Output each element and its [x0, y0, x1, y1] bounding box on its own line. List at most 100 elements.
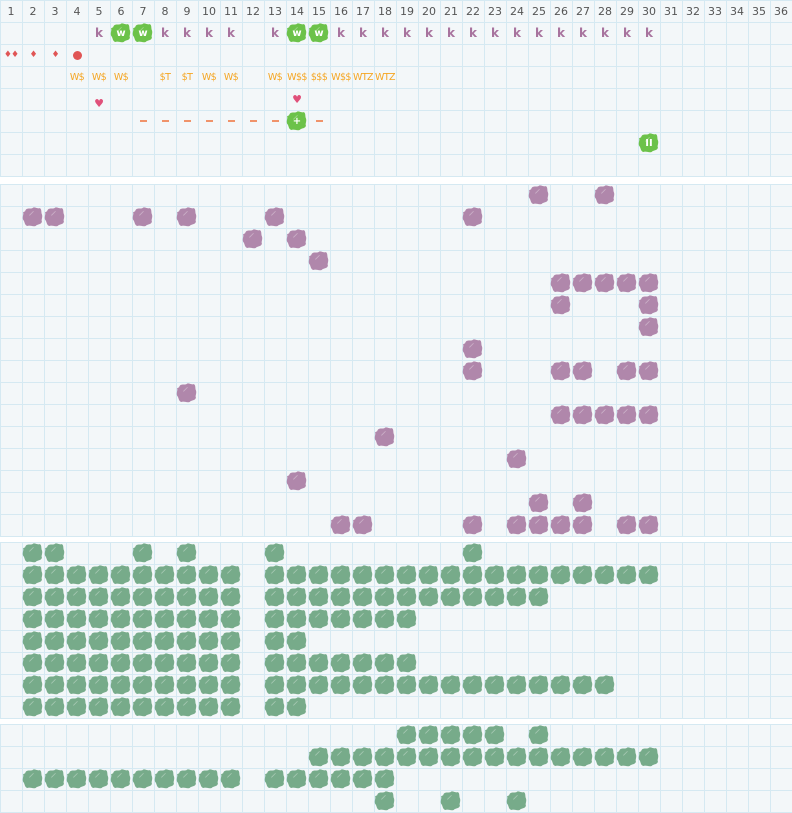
green-blob[interactable]: [44, 586, 66, 608]
purple-blob[interactable]: [528, 514, 550, 536]
green-blob[interactable]: [44, 768, 66, 790]
green-blob[interactable]: [418, 724, 440, 746]
green-blob[interactable]: [88, 652, 110, 674]
green-blob[interactable]: [22, 696, 44, 718]
green-blob[interactable]: [154, 652, 176, 674]
green-blob[interactable]: [132, 696, 154, 718]
purple-blob[interactable]: [286, 470, 308, 492]
green-blob[interactable]: [352, 586, 374, 608]
green-blob[interactable]: [440, 586, 462, 608]
purple-blob[interactable]: [242, 228, 264, 250]
k-mark[interactable]: k: [557, 26, 565, 40]
purple-blob[interactable]: [506, 448, 528, 470]
green-blob[interactable]: [132, 564, 154, 586]
w-badge[interactable]: w: [286, 22, 308, 44]
k-mark[interactable]: k: [601, 26, 609, 40]
green-blob[interactable]: [264, 674, 286, 696]
green-blob[interactable]: [330, 586, 352, 608]
purple-blob[interactable]: [572, 360, 594, 382]
purple-blob[interactable]: [616, 404, 638, 426]
green-blob[interactable]: [638, 746, 660, 768]
purple-blob[interactable]: [176, 382, 198, 404]
green-blob[interactable]: [374, 652, 396, 674]
green-blob[interactable]: [308, 674, 330, 696]
w-badge[interactable]: w: [110, 22, 132, 44]
green-blob[interactable]: [44, 652, 66, 674]
green-blob[interactable]: [308, 652, 330, 674]
k-mark[interactable]: k: [535, 26, 543, 40]
green-blob[interactable]: [198, 608, 220, 630]
green-blob[interactable]: [176, 674, 198, 696]
purple-blob[interactable]: [286, 228, 308, 250]
green-blob[interactable]: [286, 630, 308, 652]
green-blob[interactable]: [220, 652, 242, 674]
green-blob[interactable]: [396, 586, 418, 608]
green-blob[interactable]: [66, 630, 88, 652]
green-blob[interactable]: [264, 608, 286, 630]
green-blob[interactable]: [132, 652, 154, 674]
green-blob[interactable]: [418, 674, 440, 696]
green-blob[interactable]: [132, 674, 154, 696]
k-mark[interactable]: k: [271, 26, 279, 40]
green-blob[interactable]: [176, 564, 198, 586]
green-blob[interactable]: [176, 652, 198, 674]
k-mark[interactable]: k: [579, 26, 587, 40]
purple-blob[interactable]: [176, 206, 198, 228]
green-blob[interactable]: [22, 652, 44, 674]
green-blob[interactable]: [374, 790, 396, 812]
green-blob[interactable]: [66, 674, 88, 696]
green-blob[interactable]: [22, 542, 44, 564]
green-blob[interactable]: [264, 564, 286, 586]
green-blob[interactable]: [396, 746, 418, 768]
k-mark[interactable]: k: [491, 26, 499, 40]
green-blob[interactable]: [308, 564, 330, 586]
purple-blob[interactable]: [572, 514, 594, 536]
green-blob[interactable]: [264, 586, 286, 608]
green-blob[interactable]: [88, 586, 110, 608]
green-blob[interactable]: [264, 542, 286, 564]
green-blob[interactable]: [88, 564, 110, 586]
green-blob[interactable]: [374, 768, 396, 790]
purple-blob[interactable]: [638, 360, 660, 382]
green-blob[interactable]: [462, 542, 484, 564]
green-blob[interactable]: [396, 608, 418, 630]
purple-blob[interactable]: [550, 404, 572, 426]
green-blob[interactable]: [154, 608, 176, 630]
green-blob[interactable]: [132, 608, 154, 630]
purple-blob[interactable]: [374, 426, 396, 448]
purple-blob[interactable]: [462, 206, 484, 228]
green-blob[interactable]: [110, 674, 132, 696]
green-blob[interactable]: [154, 564, 176, 586]
green-blob[interactable]: [198, 768, 220, 790]
purple-blob[interactable]: [594, 404, 616, 426]
green-blob[interactable]: [330, 674, 352, 696]
k-mark[interactable]: k: [359, 26, 367, 40]
green-blob[interactable]: [220, 586, 242, 608]
green-blob[interactable]: [66, 768, 88, 790]
green-blob[interactable]: [440, 746, 462, 768]
green-blob[interactable]: [418, 746, 440, 768]
k-mark[interactable]: k: [447, 26, 455, 40]
green-blob[interactable]: [88, 768, 110, 790]
purple-blob[interactable]: [352, 514, 374, 536]
green-blob[interactable]: [572, 674, 594, 696]
green-blob[interactable]: [66, 586, 88, 608]
green-blob[interactable]: [66, 652, 88, 674]
green-blob[interactable]: [154, 586, 176, 608]
purple-blob[interactable]: [462, 360, 484, 382]
green-blob[interactable]: [638, 564, 660, 586]
green-blob[interactable]: [44, 608, 66, 630]
green-blob[interactable]: [264, 768, 286, 790]
green-blob[interactable]: [22, 630, 44, 652]
purple-blob[interactable]: [572, 492, 594, 514]
green-blob[interactable]: [88, 608, 110, 630]
purple-blob[interactable]: [308, 250, 330, 272]
green-blob[interactable]: [198, 674, 220, 696]
purple-blob[interactable]: [616, 272, 638, 294]
green-blob[interactable]: [110, 630, 132, 652]
green-blob[interactable]: [198, 696, 220, 718]
purple-blob[interactable]: [528, 184, 550, 206]
green-blob[interactable]: [396, 674, 418, 696]
purple-blob[interactable]: [638, 514, 660, 536]
green-blob[interactable]: [286, 608, 308, 630]
